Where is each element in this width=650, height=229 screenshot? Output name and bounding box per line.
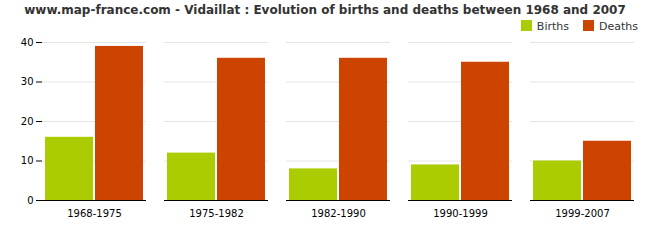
html-text:www.map-france.com - Vidaillat: www.map-france.com - Vidaillat : Evoluti…	[24, 3, 626, 17]
svg-text:10: 10	[21, 155, 34, 166]
svg-text:20: 20	[21, 116, 34, 127]
svg-text:30: 30	[21, 76, 34, 87]
svg-text:1968-1975: 1968-1975	[67, 208, 122, 219]
html-text:Births: Births	[536, 20, 569, 33]
html-text:Deaths: Deaths	[599, 20, 638, 33]
svg-text:1999-2007: 1999-2007	[555, 208, 610, 219]
svg-text:1982-1990: 1982-1990	[311, 208, 366, 219]
svg-text:0: 0	[27, 195, 33, 206]
svg-text:1975-1982: 1975-1982	[189, 208, 244, 219]
svg-text:40: 40	[21, 37, 34, 48]
svg-text:1990-1999: 1990-1999	[433, 208, 488, 219]
